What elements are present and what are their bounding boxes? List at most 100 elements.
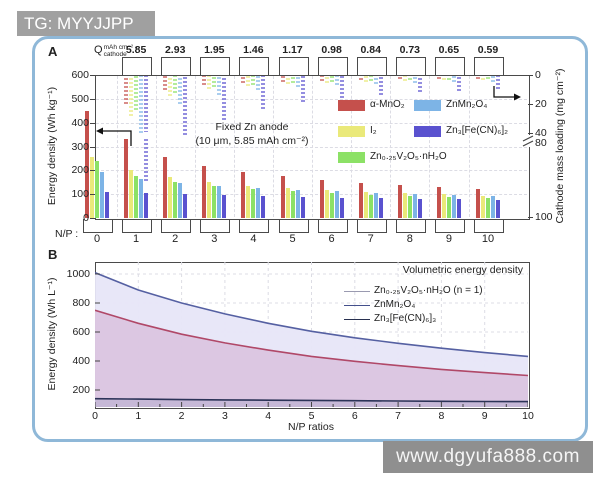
loading-bar: [446, 76, 451, 80]
loading-bar: [491, 76, 495, 82]
right-axis-tick-label: 100: [535, 211, 553, 223]
np-value: 9: [445, 233, 452, 245]
loading-bar: [129, 76, 134, 117]
energy-bar: [212, 185, 217, 218]
panel-a-plot-area: [95, 75, 530, 220]
energy-bar: [378, 198, 383, 218]
energy-bar: [241, 172, 246, 218]
left-axis-tick-label: 200: [71, 164, 89, 177]
energy-bar: [368, 194, 373, 218]
energy-bar: [134, 176, 139, 218]
q-bracket: [200, 57, 231, 75]
panel-b-x-tick-label: 9: [481, 410, 488, 422]
gridline-h: [96, 146, 527, 148]
q-bracket: [356, 57, 387, 75]
energy-bar: [446, 197, 451, 218]
energy-bar: [417, 198, 422, 218]
panel-b-legend-label-2: ZnMn₂O₄: [374, 299, 416, 310]
left-axis-tick: [90, 194, 95, 196]
q-value: 0.65: [438, 44, 460, 56]
panel-b-x-tick-label: 8: [438, 410, 445, 422]
gridline-v: [351, 76, 353, 217]
loading-bar: [202, 76, 207, 86]
panel-b-legend-title: Volumetric energy density: [402, 264, 523, 276]
np-value: 7: [367, 233, 374, 245]
energy-bar: [124, 139, 129, 218]
legend-label-2: I₂: [370, 125, 377, 136]
left-axis-tick: [90, 122, 95, 124]
left-axis-tick-label: 500: [71, 92, 89, 105]
energy-bar: [436, 187, 441, 218]
left-axis-tick: [90, 218, 95, 219]
gridline-v: [155, 76, 157, 217]
right-axis-tick: [528, 104, 533, 105]
energy-bar: [491, 195, 495, 218]
left-axis-tick-label: 600: [71, 69, 89, 82]
np-bracket: [356, 219, 387, 233]
energy-bar: [476, 188, 480, 218]
panel-b-legend-line-1: [344, 291, 370, 292]
legend-swatch-4: [414, 100, 441, 111]
q-value: 0.73: [399, 44, 421, 56]
energy-bar: [178, 182, 183, 218]
energy-bar: [363, 191, 368, 218]
left-axis-tick: [90, 75, 95, 77]
panel-b-x-tick-label: 2: [178, 410, 185, 422]
energy-bar: [412, 193, 417, 218]
q-value: 1.95: [204, 44, 225, 56]
gridline-v: [116, 76, 118, 217]
np-bracket: [317, 219, 348, 233]
panel-b-x-tick-label: 6: [351, 410, 358, 422]
panel-b-letter: B: [48, 247, 58, 262]
legend-swatch-3: [338, 152, 365, 163]
loading-bar: [290, 76, 295, 83]
q-value: 1.46: [243, 44, 264, 56]
energy-bar: [481, 195, 485, 218]
energy-bar: [90, 157, 94, 218]
annotation-line-2: (10 μm, 5.85 mAh cm⁻²): [195, 135, 309, 147]
fixed-zn-anode-annotation: Fixed Zn anode (10 μm, 5.85 mAh cm⁻²): [172, 120, 332, 148]
q-value: 0.59: [477, 44, 499, 56]
panel-a-letter: A: [48, 44, 58, 59]
loading-bar: [334, 76, 339, 86]
energy-bar: [256, 188, 261, 218]
energy-bar: [285, 188, 290, 218]
loading-bar: [412, 76, 417, 84]
np-bracket: [278, 219, 309, 233]
panel-b-y-tick-label: 600: [72, 326, 90, 338]
loading-bar: [256, 76, 261, 91]
loading-bar: [124, 76, 129, 105]
loading-bar: [358, 76, 363, 81]
energy-bar: [496, 199, 500, 218]
gridline-v: [390, 76, 392, 217]
loading-bar: [441, 76, 446, 81]
right-axis-tick-label: 40: [535, 127, 547, 139]
right-axis-tick-label: 20: [535, 98, 547, 110]
energy-bar: [451, 194, 456, 218]
panel-b-x-tick-label: 10: [522, 410, 534, 422]
energy-bar: [334, 191, 339, 218]
energy-bar: [373, 192, 378, 218]
gridline-v: [312, 76, 314, 217]
panel-b-legend-line-3: [344, 319, 370, 320]
left-axis-tick: [90, 98, 95, 100]
loading-bar: [300, 76, 305, 103]
panel-b-chart: [95, 262, 528, 407]
q-bracket: [122, 57, 153, 75]
energy-bar: [139, 178, 144, 218]
np-axis-prefix: N/P :: [55, 228, 79, 240]
np-value: 5: [289, 233, 296, 245]
loading-bar: [212, 76, 217, 88]
energy-bar: [105, 191, 109, 218]
gridline-v: [233, 76, 235, 217]
np-value: 1: [133, 233, 140, 245]
energy-bar: [456, 199, 461, 218]
np-bracket: [161, 219, 192, 233]
loading-bar: [280, 76, 285, 82]
legend-label-4: ZnMn₂O₄: [446, 99, 488, 110]
panel-b-y-tick-label: 200: [72, 384, 90, 396]
energy-bar: [163, 157, 168, 218]
np-bracket: [474, 219, 504, 233]
right-axis-tick-label: 80: [535, 137, 547, 149]
q-bracket: [161, 57, 192, 75]
